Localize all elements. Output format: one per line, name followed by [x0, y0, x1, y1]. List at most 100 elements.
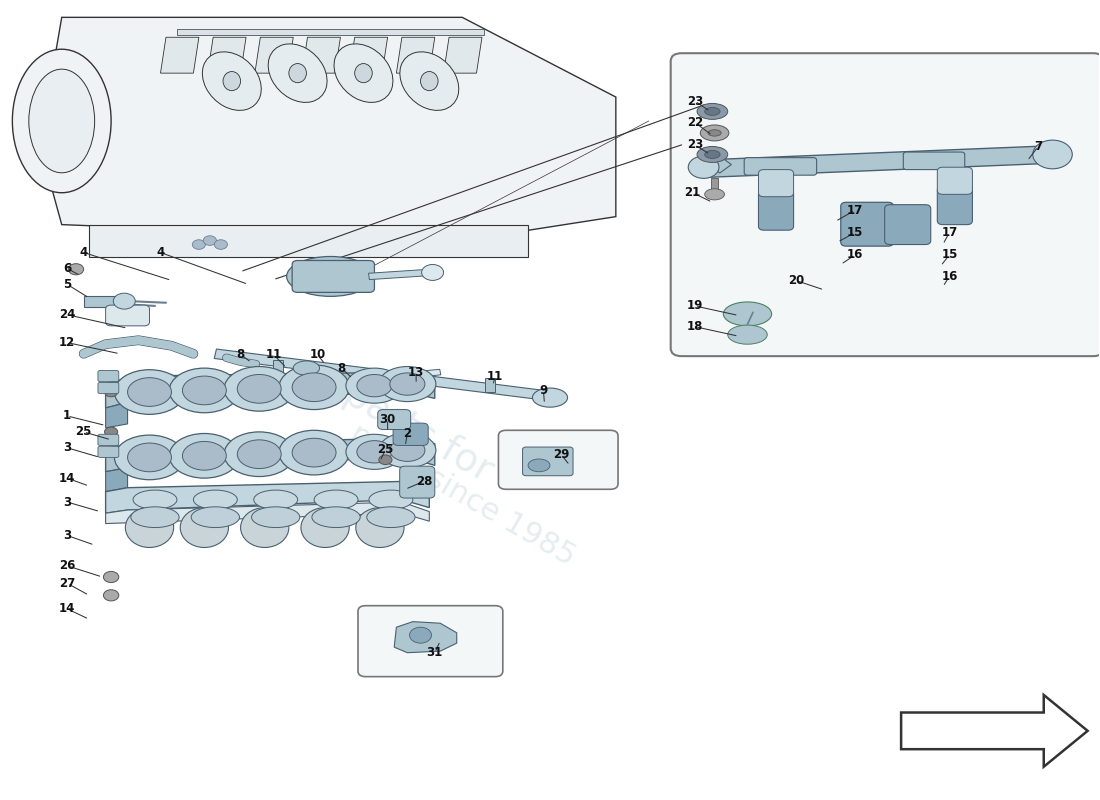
Text: 27: 27	[59, 577, 75, 590]
Ellipse shape	[697, 103, 728, 119]
Ellipse shape	[287, 257, 374, 296]
Ellipse shape	[29, 69, 95, 173]
Ellipse shape	[315, 490, 358, 510]
Text: 17: 17	[942, 226, 957, 239]
Polygon shape	[368, 270, 430, 280]
Text: 8: 8	[338, 362, 345, 374]
Ellipse shape	[279, 430, 349, 475]
Ellipse shape	[1033, 140, 1072, 169]
Ellipse shape	[312, 507, 360, 527]
Text: 26: 26	[59, 559, 76, 572]
Ellipse shape	[705, 150, 720, 158]
Ellipse shape	[528, 459, 550, 472]
Text: 7: 7	[1034, 140, 1043, 153]
Text: 20: 20	[788, 274, 804, 287]
Text: 16: 16	[942, 270, 958, 283]
Ellipse shape	[68, 264, 84, 275]
Ellipse shape	[125, 508, 174, 547]
FancyBboxPatch shape	[106, 305, 150, 326]
Text: 23: 23	[686, 138, 703, 151]
Polygon shape	[485, 378, 495, 392]
Ellipse shape	[169, 434, 240, 478]
Text: 12: 12	[59, 336, 75, 349]
Text: 9: 9	[539, 384, 548, 397]
Text: 14: 14	[59, 472, 76, 485]
Polygon shape	[349, 38, 387, 73]
Ellipse shape	[192, 240, 206, 250]
Polygon shape	[701, 146, 1053, 178]
Ellipse shape	[293, 373, 336, 402]
Text: 6: 6	[63, 262, 72, 275]
Ellipse shape	[366, 507, 415, 527]
Text: 28: 28	[416, 475, 432, 488]
Polygon shape	[208, 38, 246, 73]
Ellipse shape	[128, 378, 172, 406]
Text: 8: 8	[236, 348, 244, 361]
Ellipse shape	[368, 490, 412, 510]
Text: 2: 2	[404, 427, 411, 440]
Polygon shape	[106, 468, 128, 492]
FancyBboxPatch shape	[903, 152, 965, 170]
Polygon shape	[273, 360, 283, 378]
Ellipse shape	[12, 50, 111, 193]
Polygon shape	[106, 372, 435, 408]
Ellipse shape	[378, 366, 436, 402]
FancyBboxPatch shape	[759, 190, 793, 230]
Ellipse shape	[103, 571, 119, 582]
Ellipse shape	[194, 490, 238, 510]
Polygon shape	[106, 502, 429, 523]
Text: 25: 25	[377, 443, 394, 456]
Ellipse shape	[389, 373, 425, 395]
Polygon shape	[40, 18, 616, 241]
Ellipse shape	[113, 293, 135, 309]
Polygon shape	[106, 482, 429, 514]
Ellipse shape	[708, 130, 722, 136]
Polygon shape	[89, 225, 528, 257]
Text: 15: 15	[942, 249, 958, 262]
FancyBboxPatch shape	[98, 370, 119, 382]
Ellipse shape	[183, 442, 227, 470]
Ellipse shape	[252, 507, 300, 527]
Text: 14: 14	[59, 602, 76, 615]
FancyBboxPatch shape	[98, 446, 119, 458]
Ellipse shape	[289, 63, 307, 82]
Ellipse shape	[114, 435, 185, 480]
Text: 11: 11	[265, 348, 282, 361]
Text: 3: 3	[63, 529, 72, 542]
Ellipse shape	[104, 427, 118, 437]
Polygon shape	[214, 349, 551, 401]
Polygon shape	[712, 178, 718, 193]
Ellipse shape	[356, 374, 392, 397]
Polygon shape	[708, 157, 732, 173]
Ellipse shape	[294, 361, 320, 375]
Ellipse shape	[705, 107, 720, 115]
Ellipse shape	[128, 443, 172, 472]
Ellipse shape	[345, 434, 403, 470]
Ellipse shape	[389, 439, 425, 462]
Text: 29: 29	[553, 448, 569, 461]
Text: 19: 19	[686, 299, 703, 313]
Ellipse shape	[378, 433, 436, 468]
Ellipse shape	[301, 508, 349, 547]
Polygon shape	[106, 438, 435, 472]
Ellipse shape	[334, 44, 393, 102]
Text: 18: 18	[686, 320, 703, 333]
Text: 16: 16	[847, 249, 864, 262]
Text: 4: 4	[156, 246, 165, 259]
FancyBboxPatch shape	[498, 430, 618, 490]
Polygon shape	[84, 296, 120, 306]
Text: 5: 5	[63, 278, 72, 291]
Polygon shape	[901, 695, 1088, 766]
Polygon shape	[396, 38, 435, 73]
Text: 21: 21	[684, 186, 701, 199]
Ellipse shape	[701, 125, 729, 141]
FancyBboxPatch shape	[759, 170, 793, 197]
Polygon shape	[255, 38, 294, 73]
Text: 22: 22	[686, 116, 703, 129]
Ellipse shape	[409, 627, 431, 643]
Ellipse shape	[131, 507, 179, 527]
FancyBboxPatch shape	[522, 447, 573, 476]
Ellipse shape	[354, 63, 372, 82]
FancyBboxPatch shape	[377, 410, 410, 430]
Ellipse shape	[420, 71, 438, 90]
